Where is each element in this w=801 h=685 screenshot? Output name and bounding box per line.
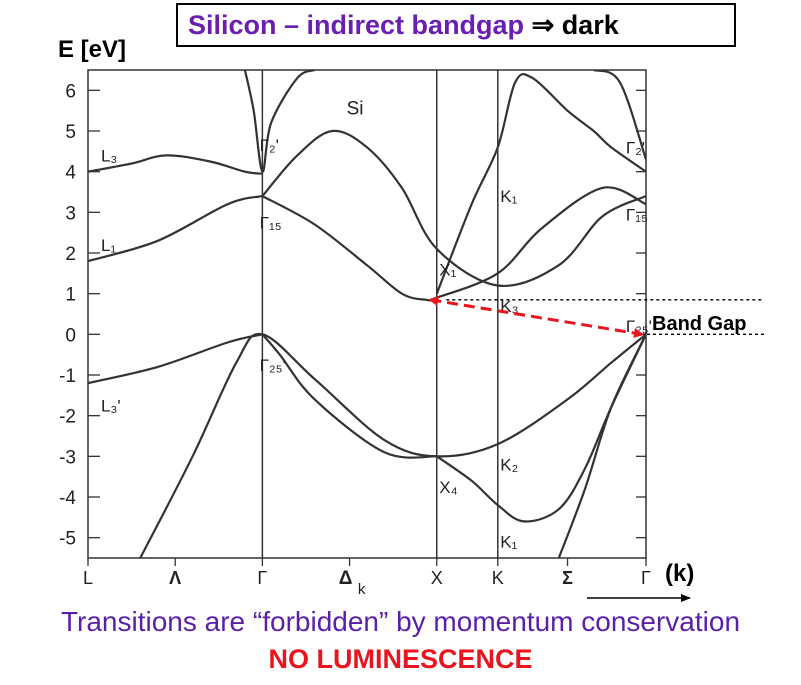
caption-line2: NO LUMINESCENCE <box>268 644 533 674</box>
band-curve <box>88 195 263 263</box>
y-tick-label: 1 <box>65 285 76 306</box>
x-tick-label: Γ <box>641 568 651 588</box>
band-curve <box>261 333 437 459</box>
transition-arrow <box>428 296 644 338</box>
y-tick-label: 2 <box>65 244 76 265</box>
title-arrow: ⇒ <box>531 10 555 40</box>
x-tick-label: Γ <box>257 568 267 588</box>
title-part2: dark <box>554 10 619 40</box>
band-curve <box>436 333 646 523</box>
point-label: L₃' <box>101 397 121 416</box>
y-tick-label: -2 <box>59 407 76 428</box>
caption-line1: Transitions are “forbidden” by momentum … <box>60 606 741 637</box>
band-gap-label: Band Gap <box>652 313 747 335</box>
y-tick-label: 4 <box>65 163 76 184</box>
point-label: L₁ <box>101 236 116 255</box>
point-label: Γ₂₅' <box>260 356 286 375</box>
band-curve <box>557 333 646 558</box>
band-curve <box>593 70 646 160</box>
y-tick-label: 5 <box>65 122 76 143</box>
x-tick-label-sub: k <box>358 581 366 598</box>
point-label: K₁ <box>500 187 517 206</box>
band-curve <box>88 154 263 175</box>
point-label: Γ₁₅ <box>626 205 648 224</box>
point-label: K₁ <box>500 533 517 552</box>
x-tick-label: Δ <box>339 568 353 589</box>
band-curve <box>261 186 646 302</box>
x-tick-label: Λ <box>169 568 181 588</box>
x-tick-label: Σ <box>562 568 573 588</box>
y-tick-label: -3 <box>59 447 76 468</box>
point-label: L₃ <box>101 146 117 165</box>
title-box: Silicon – indirect bandgap ⇒ dark <box>176 3 736 47</box>
band-curve <box>261 129 646 287</box>
y-tick-label: 6 <box>65 81 76 102</box>
y-axis-label: E [eV] <box>58 36 127 63</box>
band-curve <box>88 333 263 385</box>
x-tick-label: L <box>83 568 93 588</box>
band-curve <box>435 72 646 295</box>
x-tick-label: K <box>492 568 504 588</box>
point-label: X₄ <box>439 478 457 497</box>
band-curve <box>139 332 646 558</box>
point-label: Γ₁₅ <box>260 214 282 233</box>
title-part1: Silicon – indirect bandgap <box>188 10 532 40</box>
y-tick-label: -5 <box>59 529 76 550</box>
y-tick-label: -4 <box>59 488 76 509</box>
y-tick-label: -1 <box>59 366 76 387</box>
material-label: Si <box>347 99 364 120</box>
point-label: K₂ <box>500 455 518 474</box>
plot-frame <box>87 69 647 559</box>
point-label: X₁ <box>439 260 456 279</box>
band-curve <box>243 70 316 173</box>
point-label: Γ₂' <box>626 138 645 157</box>
x-tick-label: X <box>431 568 443 588</box>
x-axis-label: (k) <box>665 560 695 587</box>
y-tick-label: 3 <box>65 203 76 224</box>
point-label: Γ₂' <box>260 136 279 155</box>
y-tick-label: 0 <box>65 325 76 346</box>
